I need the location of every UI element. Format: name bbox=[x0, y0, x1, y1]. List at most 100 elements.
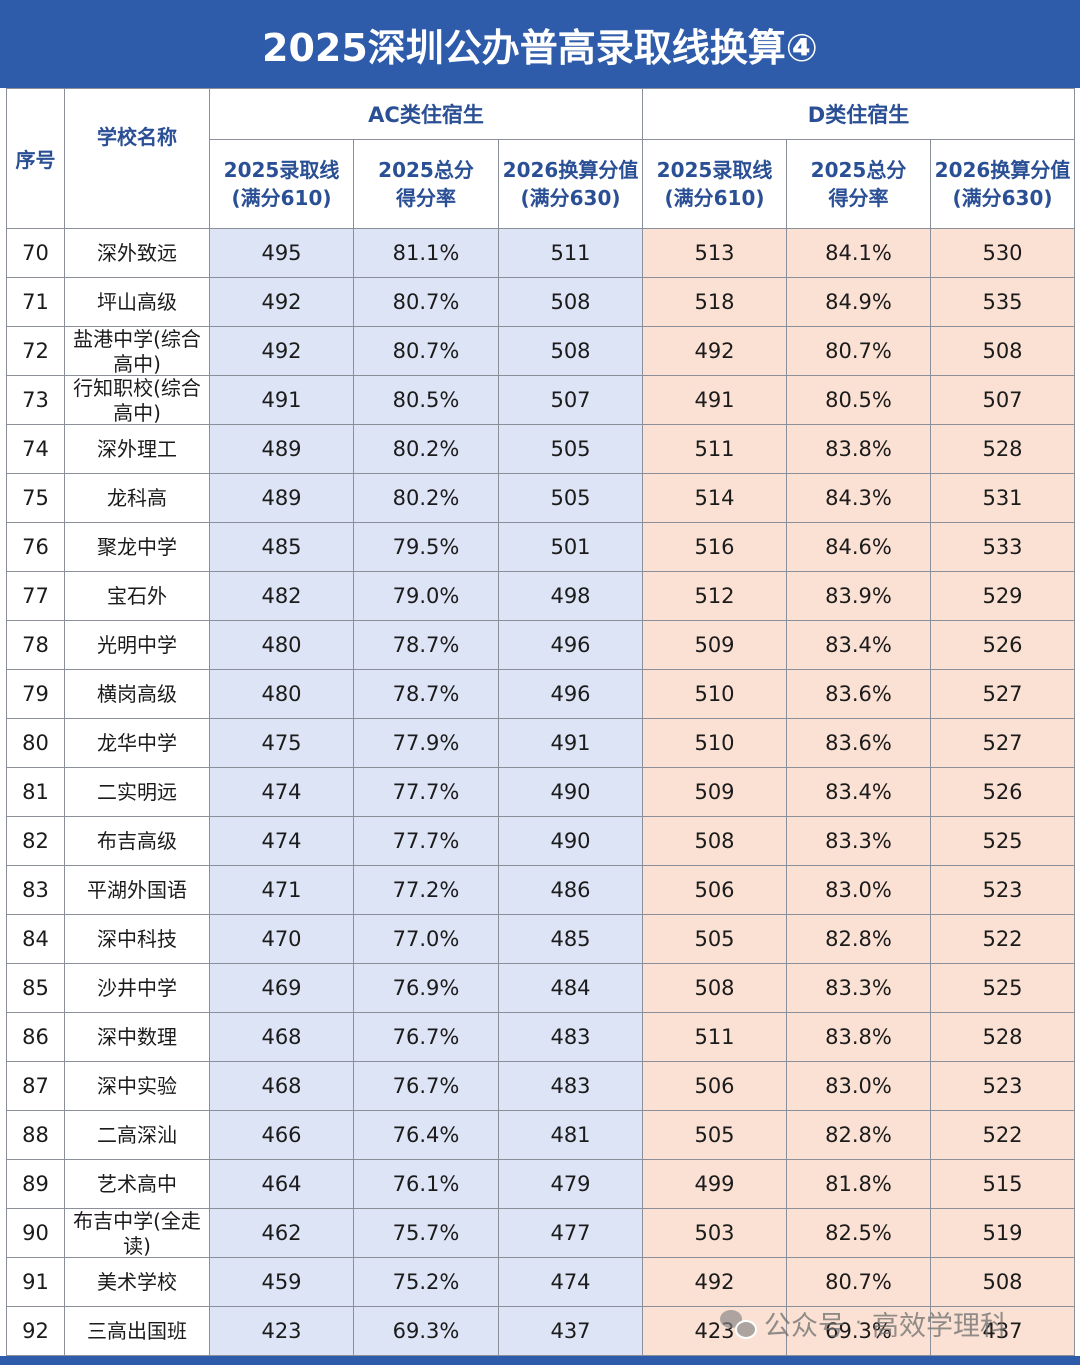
cell-d-rate-2025: 84.9% bbox=[786, 277, 931, 327]
cell-ac-line-2025: 480 bbox=[209, 620, 354, 670]
cell-d-conv-2026: 522 bbox=[929, 1110, 1076, 1160]
table-row: 73 行知职校(综合高中) 491 80.5% 507 491 80.5% 507 bbox=[6, 375, 1076, 425]
cell-d-line-2025: 503 bbox=[642, 1208, 787, 1258]
cell-d-rate-2025: 80.7% bbox=[786, 1257, 931, 1307]
cell-ac-rate-2025: 80.5% bbox=[353, 375, 499, 425]
header-ac-conv-2026: 2026换算分值 (满分630) bbox=[498, 139, 643, 229]
cell-d-conv-2026: 437 bbox=[929, 1306, 1076, 1356]
cell-d-conv-2026: 528 bbox=[929, 1012, 1076, 1062]
cell-d-conv-2026: 507 bbox=[929, 375, 1076, 425]
cell-d-line-2025: 518 bbox=[642, 277, 787, 327]
cell-ac-line-2025: 468 bbox=[209, 1012, 354, 1062]
cell-ac-conv-2026: 491 bbox=[498, 718, 643, 768]
cell-d-conv-2026: 519 bbox=[929, 1208, 1076, 1258]
cell-d-line-2025: 506 bbox=[642, 1061, 787, 1111]
cell-d-rate-2025: 84.1% bbox=[786, 228, 931, 278]
cell-ac-conv-2026: 498 bbox=[498, 571, 643, 621]
cell-d-rate-2025: 69.3% bbox=[786, 1306, 931, 1356]
header-ac-rate-2025: 2025总分 得分率 bbox=[353, 139, 499, 229]
table-row: 85 沙井中学 469 76.9% 484 508 83.3% 525 bbox=[6, 963, 1076, 1013]
cell-d-rate-2025: 82.8% bbox=[786, 914, 931, 964]
cell-ac-rate-2025: 80.7% bbox=[353, 277, 499, 327]
cell-d-rate-2025: 81.8% bbox=[786, 1159, 931, 1209]
cell-d-conv-2026: 527 bbox=[929, 669, 1076, 719]
cell-ac-rate-2025: 77.7% bbox=[353, 816, 499, 866]
cell-d-line-2025: 509 bbox=[642, 767, 787, 817]
cell-d-conv-2026: 525 bbox=[929, 816, 1076, 866]
cell-ac-rate-2025: 76.7% bbox=[353, 1012, 499, 1062]
cell-school-name: 聚龙中学 bbox=[64, 522, 210, 572]
table-row: 79 横岗高级 480 78.7% 496 510 83.6% 527 bbox=[6, 669, 1076, 719]
cell-d-conv-2026: 530 bbox=[929, 228, 1076, 278]
cell-d-rate-2025: 83.0% bbox=[786, 865, 931, 915]
cell-ac-line-2025: 489 bbox=[209, 473, 354, 523]
table-row: 81 二实明远 474 77.7% 490 509 83.4% 526 bbox=[6, 767, 1076, 817]
cell-d-line-2025: 510 bbox=[642, 718, 787, 768]
cell-ac-conv-2026: 508 bbox=[498, 277, 643, 327]
cell-ac-line-2025: 470 bbox=[209, 914, 354, 964]
cell-school-name: 光明中学 bbox=[64, 620, 210, 670]
cell-ac-conv-2026: 474 bbox=[498, 1257, 643, 1307]
cell-ac-line-2025: 462 bbox=[209, 1208, 354, 1258]
cell-ac-conv-2026: 477 bbox=[498, 1208, 643, 1258]
cell-seq: 83 bbox=[6, 865, 65, 915]
table-row: 84 深中科技 470 77.0% 485 505 82.8% 522 bbox=[6, 914, 1076, 964]
cell-school-name: 深中数理 bbox=[64, 1012, 210, 1062]
cell-ac-conv-2026: 479 bbox=[498, 1159, 643, 1209]
cell-school-name: 行知职校(综合高中) bbox=[64, 375, 210, 425]
cell-seq: 92 bbox=[6, 1306, 65, 1356]
cell-d-rate-2025: 83.3% bbox=[786, 963, 931, 1013]
cell-d-rate-2025: 83.8% bbox=[786, 1012, 931, 1062]
cell-ac-rate-2025: 80.2% bbox=[353, 424, 499, 474]
cell-ac-line-2025: 492 bbox=[209, 326, 354, 376]
cell-ac-rate-2025: 76.9% bbox=[353, 963, 499, 1013]
cell-seq: 88 bbox=[6, 1110, 65, 1160]
cell-d-rate-2025: 83.9% bbox=[786, 571, 931, 621]
cell-ac-line-2025: 468 bbox=[209, 1061, 354, 1111]
cell-school-name: 宝石外 bbox=[64, 571, 210, 621]
table-row: 82 布吉高级 474 77.7% 490 508 83.3% 525 bbox=[6, 816, 1076, 866]
cell-d-rate-2025: 83.0% bbox=[786, 1061, 931, 1111]
cell-ac-conv-2026: 505 bbox=[498, 473, 643, 523]
table-row: 77 宝石外 482 79.0% 498 512 83.9% 529 bbox=[6, 571, 1076, 621]
cell-school-name: 二实明远 bbox=[64, 767, 210, 817]
cell-d-rate-2025: 83.4% bbox=[786, 620, 931, 670]
header-school-name: 学校名称 bbox=[64, 88, 210, 229]
header-d-line-2025: 2025录取线 (满分610) bbox=[642, 139, 787, 229]
cell-school-name: 深中实验 bbox=[64, 1061, 210, 1111]
cell-d-rate-2025: 84.3% bbox=[786, 473, 931, 523]
cell-ac-conv-2026: 484 bbox=[498, 963, 643, 1013]
cell-school-name: 盐港中学(综合高中) bbox=[64, 326, 210, 376]
cell-d-line-2025: 511 bbox=[642, 424, 787, 474]
cell-ac-rate-2025: 78.7% bbox=[353, 620, 499, 670]
admission-score-table: 序号 学校名称 AC类住宿生 D类住宿生 2025录取线 (满分610) 2025… bbox=[6, 88, 1076, 1356]
cell-d-line-2025: 499 bbox=[642, 1159, 787, 1209]
cell-ac-rate-2025: 76.4% bbox=[353, 1110, 499, 1160]
cell-ac-conv-2026: 481 bbox=[498, 1110, 643, 1160]
cell-d-line-2025: 423 bbox=[642, 1306, 787, 1356]
cell-school-name: 深外致远 bbox=[64, 228, 210, 278]
cell-seq: 86 bbox=[6, 1012, 65, 1062]
cell-ac-conv-2026: 490 bbox=[498, 816, 643, 866]
cell-ac-conv-2026: 508 bbox=[498, 326, 643, 376]
cell-ac-rate-2025: 76.1% bbox=[353, 1159, 499, 1209]
table-row: 78 光明中学 480 78.7% 496 509 83.4% 526 bbox=[6, 620, 1076, 670]
table-row: 86 深中数理 468 76.7% 483 511 83.8% 528 bbox=[6, 1012, 1076, 1062]
cell-d-line-2025: 492 bbox=[642, 1257, 787, 1307]
cell-d-rate-2025: 83.6% bbox=[786, 718, 931, 768]
cell-d-line-2025: 508 bbox=[642, 816, 787, 866]
cell-ac-rate-2025: 78.7% bbox=[353, 669, 499, 719]
table-row: 71 坪山高级 492 80.7% 508 518 84.9% 535 bbox=[6, 277, 1076, 327]
cell-school-name: 二高深汕 bbox=[64, 1110, 210, 1160]
header-d-conv-2026: 2026换算分值 (满分630) bbox=[929, 139, 1076, 229]
table-row: 76 聚龙中学 485 79.5% 501 516 84.6% 533 bbox=[6, 522, 1076, 572]
cell-d-conv-2026: 528 bbox=[929, 424, 1076, 474]
cell-d-line-2025: 513 bbox=[642, 228, 787, 278]
cell-d-conv-2026: 508 bbox=[929, 1257, 1076, 1307]
cell-seq: 85 bbox=[6, 963, 65, 1013]
bottom-bar bbox=[0, 1356, 1080, 1365]
cell-d-line-2025: 516 bbox=[642, 522, 787, 572]
cell-d-conv-2026: 533 bbox=[929, 522, 1076, 572]
cell-d-conv-2026: 529 bbox=[929, 571, 1076, 621]
cell-seq: 89 bbox=[6, 1159, 65, 1209]
